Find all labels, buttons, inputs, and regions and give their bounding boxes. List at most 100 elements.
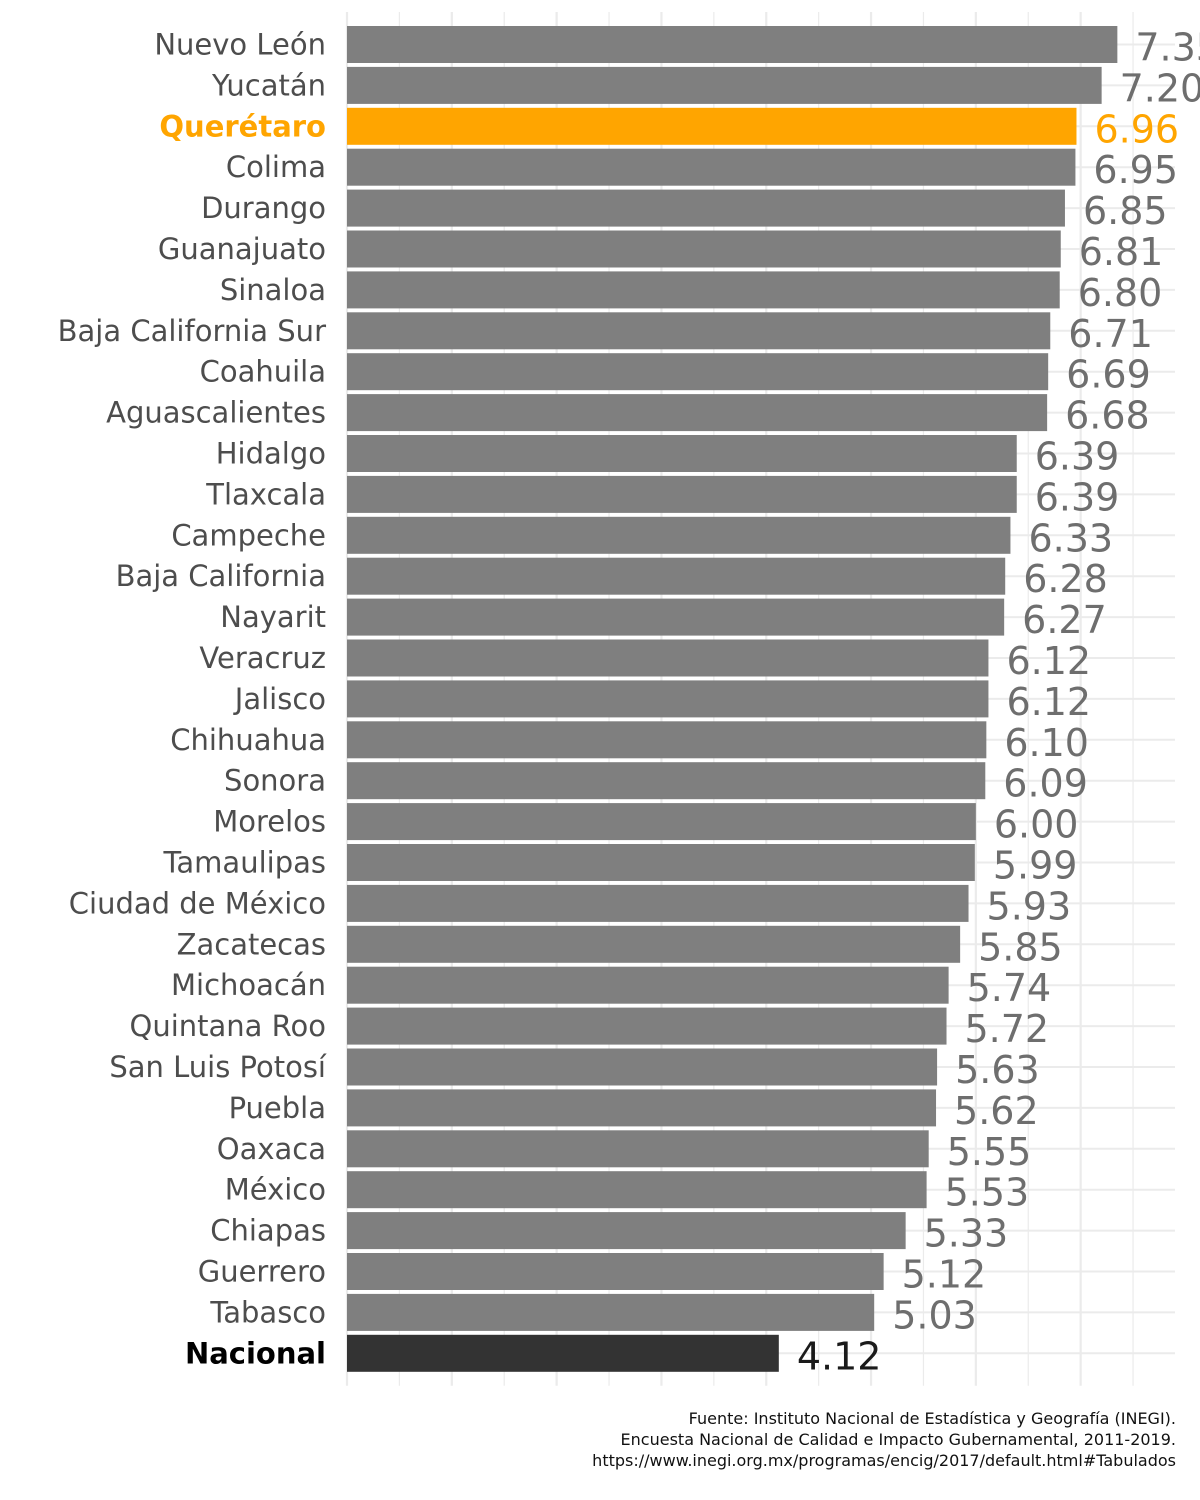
value-label: 6.81 (1079, 230, 1164, 274)
category-label: Tamaulipas (163, 846, 327, 880)
bar (347, 26, 1118, 63)
category-label: San Luis Potosí (109, 1050, 327, 1084)
bar (347, 884, 969, 922)
category-label: Guanajuato (158, 232, 326, 266)
bar (347, 230, 1061, 268)
value-label: 5.12 (902, 1253, 987, 1297)
category-label: Oaxaca (217, 1132, 326, 1166)
bar (347, 1253, 884, 1290)
bar (347, 475, 1017, 513)
value-label: 5.85 (978, 925, 1063, 969)
bar (347, 803, 976, 841)
category-label: Hidalgo (216, 437, 326, 471)
bar-chart: Nuevo León Yucatán Querétaro Colima Durango G… (58, 12, 1200, 1386)
bar (347, 557, 1006, 595)
category-label: Nuevo León (154, 28, 326, 62)
category-label: Tabasco (209, 1295, 326, 1329)
category-label: Sinaloa (220, 273, 326, 307)
value-label: 6.95 (1093, 148, 1178, 192)
category-label: Baja California (116, 559, 326, 593)
value-label: 6.27 (1022, 598, 1107, 642)
caption-line-1: Fuente: Instituto Nacional de Estadístic… (688, 1409, 1176, 1428)
value-label: 6.96 (1094, 107, 1179, 151)
value-label: 5.63 (955, 1048, 1040, 1092)
category-label: Nayarit (220, 600, 326, 634)
bar (347, 394, 1048, 432)
bar (347, 639, 989, 677)
bar (347, 598, 1005, 636)
bar (347, 1130, 929, 1168)
category-label: Ciudad de México (69, 886, 326, 920)
category-label: Zacatecas (177, 927, 326, 961)
bar (347, 925, 961, 963)
bar (347, 1171, 927, 1209)
category-label: Baja California Sur (58, 314, 326, 348)
bar (347, 966, 949, 1004)
caption-line-2: Encuesta Nacional de Calidad e Impacto G… (620, 1430, 1176, 1449)
value-label: 7.35 (1135, 26, 1200, 70)
category-label: Coahuila (200, 355, 326, 389)
value-label: 5.03 (892, 1293, 977, 1337)
value-label: 6.33 (1028, 516, 1113, 560)
bar (347, 271, 1060, 309)
source-caption: Fuente: Instituto Nacional de Estadístic… (592, 1408, 1176, 1471)
value-label: 6.85 (1083, 189, 1168, 233)
category-labels: Nuevo León Yucatán Querétaro Colima Durango G… (58, 28, 327, 1371)
value-label: 5.99 (993, 844, 1078, 888)
bar (347, 1089, 937, 1127)
bar (347, 66, 1102, 104)
bar (347, 435, 1017, 472)
category-label: Chiapas (210, 1214, 326, 1248)
value-label: 6.12 (1006, 639, 1091, 683)
value-label: 5.72 (965, 1007, 1050, 1051)
category-label: Yucatán (211, 68, 326, 102)
value-label: 5.33 (924, 1212, 1009, 1256)
value-label: 6.80 (1078, 271, 1163, 315)
value-label: 5.55 (947, 1130, 1032, 1174)
category-label: Querétaro (159, 109, 326, 143)
value-labels: 7.357.206.966.956.856.816.806.716.696.68… (797, 26, 1200, 1379)
value-label: 6.28 (1023, 557, 1108, 601)
value-label: 6.69 (1066, 353, 1151, 397)
value-label: 7.20 (1120, 66, 1200, 110)
bar (347, 1334, 779, 1372)
bar (347, 516, 1011, 554)
category-label: Durango (201, 191, 326, 225)
caption-line-3: https://www.inegi.org.mx/programas/encig… (592, 1451, 1176, 1470)
bar (347, 762, 986, 800)
value-label: 6.09 (1003, 762, 1088, 806)
value-label: 6.39 (1035, 475, 1120, 519)
category-label: México (225, 1173, 326, 1207)
value-label: 6.10 (1004, 721, 1089, 765)
bar (347, 1048, 938, 1086)
value-label: 5.62 (954, 1089, 1039, 1133)
category-label: Guerrero (198, 1255, 326, 1289)
value-label: 5.93 (987, 884, 1072, 928)
value-label: 5.74 (967, 966, 1052, 1010)
value-label: 6.12 (1006, 680, 1091, 724)
category-label: Quintana Roo (130, 1009, 327, 1043)
bar (347, 148, 1076, 186)
bar (347, 844, 975, 881)
bars (347, 26, 1118, 1372)
bar (347, 680, 989, 718)
value-label: 6.68 (1065, 394, 1150, 438)
bar (347, 312, 1051, 350)
category-label: Veracruz (199, 641, 326, 675)
value-label: 5.53 (945, 1171, 1030, 1215)
category-label: Sonora (224, 764, 326, 798)
category-label: Chihuahua (170, 723, 326, 757)
category-label: Tlaxcala (205, 477, 326, 511)
category-label: Aguascalientes (106, 396, 326, 430)
bar (347, 721, 987, 759)
value-label: 6.00 (994, 803, 1079, 847)
value-label: 6.39 (1035, 435, 1120, 479)
category-label: Jalisco (233, 682, 326, 716)
bar (347, 1007, 947, 1045)
category-label: Campeche (171, 518, 326, 552)
category-label: Puebla (229, 1091, 326, 1125)
bar (347, 1212, 906, 1250)
bar (347, 107, 1077, 145)
category-label: Colima (226, 150, 326, 184)
value-label: 4.12 (797, 1334, 882, 1378)
